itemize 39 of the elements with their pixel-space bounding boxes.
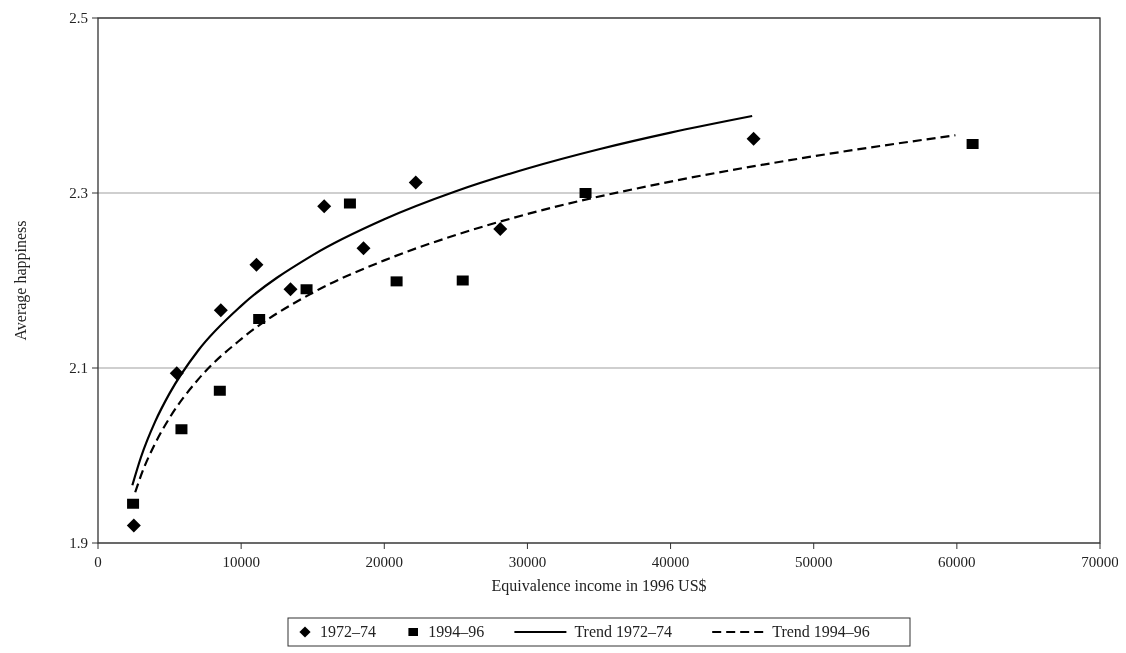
legend-label: Trend 1972–74: [574, 623, 673, 640]
y-tick-label: 1.9: [69, 535, 88, 551]
y-axis-title: Average happiness: [12, 220, 30, 341]
point: [283, 282, 298, 297]
x-tick-label: 30000: [508, 554, 547, 570]
legend-label: Trend 1994–96: [772, 623, 870, 640]
point: [966, 139, 979, 149]
point: [746, 131, 761, 146]
point: [456, 275, 469, 286]
point: [126, 518, 141, 533]
point: [253, 314, 266, 324]
point: [249, 257, 264, 272]
y-tick-label: 2.1: [69, 360, 88, 376]
x-axis-title: Equivalence income in 1996 US$: [491, 577, 707, 595]
x-tick-label: 10000: [222, 554, 260, 570]
point: [300, 284, 313, 295]
legend-label: 1994–96: [428, 623, 485, 640]
x-tick-label: 20000: [365, 554, 404, 570]
point: [579, 188, 592, 198]
point: [213, 385, 226, 396]
x-tick-label: 0: [94, 554, 102, 570]
x-tick-label: 50000: [794, 554, 833, 570]
point: [356, 241, 371, 256]
y-tick-label: 2.5: [69, 10, 88, 26]
point: [317, 199, 332, 214]
point: [493, 221, 508, 236]
point: [408, 175, 423, 190]
line-series: [134, 134, 957, 494]
point: [343, 198, 356, 209]
x-tick-label: 60000: [938, 554, 976, 570]
point: [213, 303, 228, 318]
x-tick-label: 70000: [1081, 554, 1119, 570]
legend-label: 1972–74: [320, 623, 376, 640]
point: [390, 276, 403, 287]
point: [175, 424, 188, 435]
x-tick-label: 40000: [651, 554, 690, 570]
point: [127, 498, 140, 509]
line-series: [131, 114, 754, 487]
y-tick-label: 2.3: [69, 185, 88, 201]
